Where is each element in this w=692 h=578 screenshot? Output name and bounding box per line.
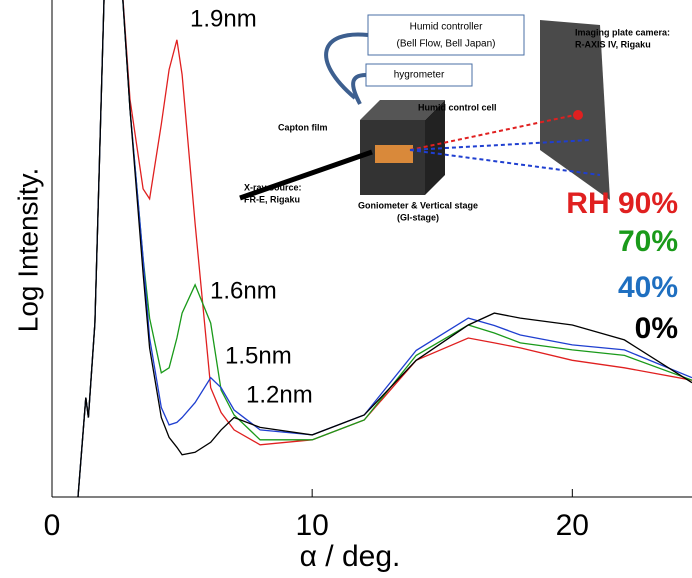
peak-annotation: 1.9nm [190,5,257,32]
y-axis-label: Log Intensity. [12,168,43,332]
x-axis-label: α / deg. [300,540,401,573]
inset-label: (GI-stage) [397,212,439,222]
cell-top [360,100,445,120]
imaging-plate [540,20,610,200]
inset-label: Humid control cell [418,102,497,112]
beam [409,149,601,176]
peak-annotation: 1.2nm [246,381,313,408]
peak-annotation: 1.5nm [225,342,292,369]
x-tick-label: 10 [295,509,328,542]
beam [409,139,591,151]
inset-diagram: Humid controller (Bell Flow, Bell Japan)… [239,14,670,222]
peak-annotation: 1.6nm [210,277,277,304]
inset-label: R-AXIS IV, Rigaku [575,39,651,49]
legend-label: 40% [618,271,678,304]
tube [324,32,369,100]
beam [409,114,576,151]
x-tick-label: 20 [556,509,589,542]
inset-label: Capton film [278,122,328,132]
inset-label: (Bell Flow, Bell Japan) [397,39,496,50]
controller-box [367,14,525,56]
inset-label: Imaging plate camera: [575,27,670,37]
series-line [77,0,692,497]
x-tick-label: 0 [44,509,61,542]
beam-spot [573,110,583,120]
inset-label: Humid controller [410,22,483,33]
series-line [77,0,692,497]
cell-side [425,100,445,195]
inset-label: FR-E, Rigaku [244,194,300,204]
inset-label: Goniometer & Vertical stage [358,200,478,210]
legend-label: RH 90% [566,187,678,220]
inset-label: hygrometer [394,70,445,81]
plot-area [77,0,692,497]
xray-arrow [239,149,373,201]
legend-label: 0% [635,312,678,345]
tube [351,73,367,105]
sample [375,145,413,163]
series-line [77,0,692,497]
legend-label: 70% [618,225,678,258]
series-line [77,0,692,497]
inset-label: X-ray source: [244,182,302,192]
